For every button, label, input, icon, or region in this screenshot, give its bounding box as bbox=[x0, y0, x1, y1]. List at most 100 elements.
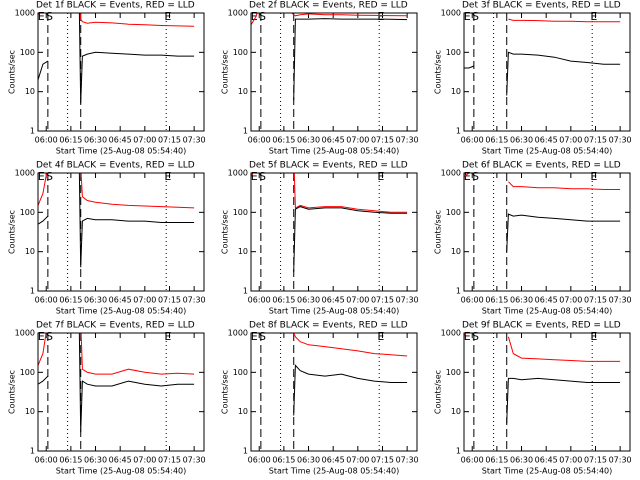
x-tick-label: 07:15 bbox=[158, 296, 181, 305]
x-tick-label: 06:15 bbox=[272, 136, 295, 145]
x-axis-label: Start Time (25-Aug-08 05:54:40) bbox=[56, 467, 187, 476]
series-line bbox=[293, 364, 408, 416]
y-tick-label: 100 bbox=[446, 208, 461, 217]
annotation: E bbox=[464, 10, 471, 23]
x-tick-label: 07:00 bbox=[559, 456, 582, 465]
annotation: E bbox=[464, 330, 471, 343]
x-tick-label: 06:15 bbox=[272, 456, 295, 465]
y-tick-label: 1 bbox=[456, 447, 461, 456]
plot-frame bbox=[37, 12, 205, 132]
y-axis-label: Counts/sec bbox=[8, 370, 17, 414]
annotation: S bbox=[259, 10, 266, 23]
x-tick-label: 07:00 bbox=[133, 296, 156, 305]
annotation: S bbox=[259, 330, 266, 343]
x-axis-label: Start Time (25-Aug-08 05:54:40) bbox=[56, 147, 187, 156]
y-tick-label: 10 bbox=[238, 87, 248, 96]
plot-frame bbox=[463, 172, 631, 292]
series-line bbox=[38, 173, 195, 209]
y-tick-label: 1000 bbox=[15, 169, 35, 178]
x-tick-label: 06:00 bbox=[248, 296, 271, 305]
y-tick-label: 100 bbox=[233, 208, 248, 217]
plot-frame bbox=[463, 12, 631, 132]
y-tick-label: 100 bbox=[446, 48, 461, 57]
x-tick-label: 07:00 bbox=[559, 296, 582, 305]
annotation: S bbox=[472, 170, 479, 183]
x-tick-label: 07:15 bbox=[158, 136, 181, 145]
y-tick-label: 1 bbox=[243, 127, 248, 136]
annotation: S bbox=[46, 10, 53, 23]
x-tick-label: 06:30 bbox=[297, 296, 320, 305]
y-tick-label: 100 bbox=[20, 368, 35, 377]
x-tick-label: 07:15 bbox=[158, 456, 181, 465]
y-tick-label: 100 bbox=[20, 48, 35, 57]
series-line bbox=[506, 377, 621, 424]
x-tick-label: 06:00 bbox=[461, 296, 484, 305]
chart-title: Det 1f BLACK = Events, RED = LLD bbox=[36, 1, 195, 11]
x-tick-label: 06:45 bbox=[322, 136, 345, 145]
y-tick-label: 1 bbox=[456, 127, 461, 136]
plot-frame bbox=[463, 332, 631, 452]
y-tick-label: 1000 bbox=[441, 329, 461, 338]
x-tick-label: 06:15 bbox=[272, 296, 295, 305]
x-tick-label: 06:45 bbox=[322, 456, 345, 465]
annotation: E bbox=[377, 330, 384, 343]
x-tick-label: 07:30 bbox=[183, 296, 206, 305]
chart-title: Det 7f BLACK = Events, RED = LLD bbox=[36, 321, 195, 331]
series-line bbox=[38, 173, 195, 268]
x-tick-label: 07:15 bbox=[371, 296, 394, 305]
x-tick-label: 07:15 bbox=[584, 456, 607, 465]
x-tick-label: 06:30 bbox=[84, 136, 107, 145]
annotation: E bbox=[38, 10, 45, 23]
chart-title: Det 9f BLACK = Events, RED = LLD bbox=[462, 321, 621, 331]
x-tick-label: 06:30 bbox=[510, 136, 533, 145]
y-tick-label: 1 bbox=[30, 127, 35, 136]
x-axis-label: Start Time (25-Aug-08 05:54:40) bbox=[482, 147, 613, 156]
x-tick-label: 07:00 bbox=[133, 456, 156, 465]
x-tick-label: 06:15 bbox=[485, 296, 508, 305]
x-tick-label: 06:45 bbox=[535, 456, 558, 465]
y-axis-label: Counts/sec bbox=[221, 370, 230, 414]
x-tick-label: 06:15 bbox=[59, 136, 82, 145]
x-tick-label: 06:00 bbox=[35, 296, 58, 305]
y-axis-label: Counts/sec bbox=[434, 210, 443, 254]
x-axis-label: Start Time (25-Aug-08 05:54:40) bbox=[269, 147, 400, 156]
annotation: S bbox=[259, 170, 266, 183]
series-line bbox=[38, 13, 195, 27]
plot-lines bbox=[38, 333, 195, 433]
series-line bbox=[464, 173, 621, 190]
series-line bbox=[464, 51, 621, 96]
x-tick-label: 07:15 bbox=[584, 296, 607, 305]
x-tick-label: 07:15 bbox=[371, 136, 394, 145]
x-axis-label: Start Time (25-Aug-08 05:54:40) bbox=[482, 307, 613, 316]
chart-title: Det 8f BLACK = Events, RED = LLD bbox=[249, 321, 408, 331]
annotation: E bbox=[377, 170, 384, 183]
x-tick-label: 06:30 bbox=[297, 456, 320, 465]
y-tick-label: 100 bbox=[20, 208, 35, 217]
series-line bbox=[38, 333, 195, 433]
series-line bbox=[38, 333, 195, 375]
y-tick-label: 10 bbox=[25, 407, 35, 416]
annotation: E bbox=[590, 330, 597, 343]
y-tick-label: 10 bbox=[451, 407, 461, 416]
annotation: E bbox=[38, 330, 45, 343]
series-line bbox=[293, 206, 408, 273]
x-tick-label: 07:00 bbox=[346, 136, 369, 145]
annotation: E bbox=[590, 170, 597, 183]
x-tick-label: 06:15 bbox=[485, 456, 508, 465]
x-tick-label: 06:00 bbox=[35, 136, 58, 145]
plot-lines bbox=[464, 18, 621, 96]
y-tick-label: 1000 bbox=[441, 9, 461, 18]
y-axis-label: Counts/sec bbox=[434, 50, 443, 94]
y-tick-label: 100 bbox=[446, 368, 461, 377]
y-axis-label: Counts/sec bbox=[8, 50, 17, 94]
x-tick-label: 07:15 bbox=[371, 456, 394, 465]
x-tick-label: 06:00 bbox=[35, 456, 58, 465]
y-axis-label: Counts/sec bbox=[8, 210, 17, 254]
x-tick-label: 06:30 bbox=[510, 296, 533, 305]
plot-frame bbox=[37, 332, 205, 452]
x-tick-label: 06:45 bbox=[109, 136, 132, 145]
x-tick-label: 06:00 bbox=[461, 136, 484, 145]
x-axis-label: Start Time (25-Aug-08 05:54:40) bbox=[269, 307, 400, 316]
series-line bbox=[506, 213, 621, 252]
annotation: E bbox=[251, 10, 258, 23]
